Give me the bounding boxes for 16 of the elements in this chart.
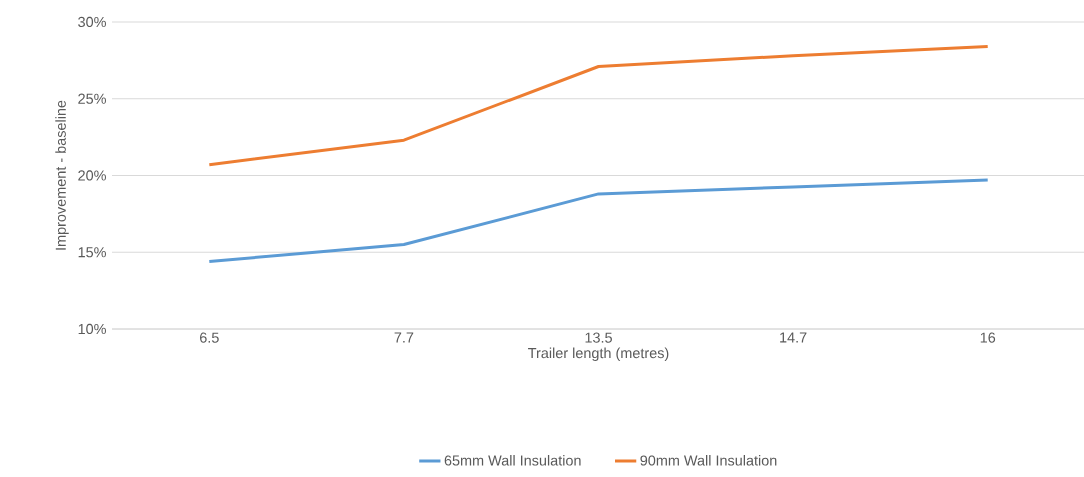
x-tick-label: 6.5 — [200, 332, 219, 343]
legend-label: 90mm Wall Insulation — [640, 455, 777, 466]
y-tick-label: 30% — [78, 16, 106, 28]
y-tick-label: 20% — [78, 170, 106, 181]
y-tick-label: 10% — [78, 323, 106, 335]
legend-label: 65mm Wall Insulation — [444, 455, 581, 466]
x-axis-title: Trailer length (metres) — [528, 347, 669, 362]
x-tick-label: 16 — [980, 332, 996, 343]
line-series — [207, 178, 990, 263]
y-axis-title: Improvement - baseline — [55, 100, 69, 250]
y-tick-label: 15% — [78, 247, 106, 258]
line-series — [207, 45, 990, 167]
x-tick-label: 13.5 — [585, 332, 612, 343]
x-tick-label: 7.7 — [394, 332, 414, 343]
x-tick-label: 14.7 — [780, 332, 807, 343]
y-tick-label: 25% — [78, 93, 106, 104]
